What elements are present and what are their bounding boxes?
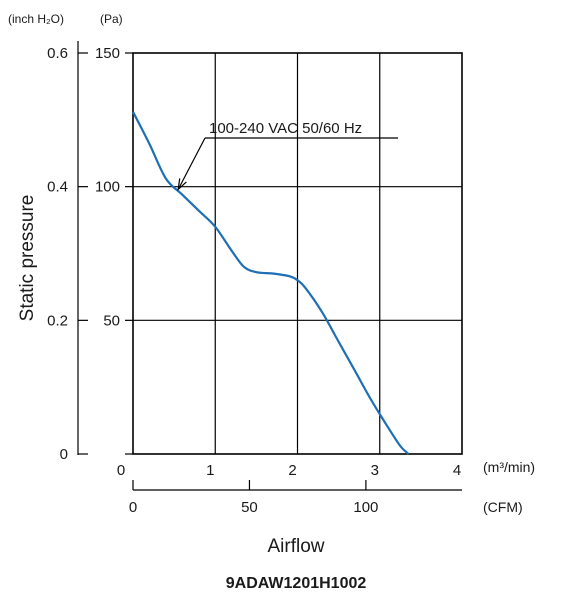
x-tick-label-cfm: 100 [353, 499, 378, 516]
x-tick-label-m3: 4 [453, 462, 461, 479]
x-tick-label-m3: 2 [288, 462, 296, 479]
x-tick-label-cfm: 50 [241, 499, 258, 516]
y-axis-label: Static pressure [17, 195, 38, 322]
x-tick-labels-cfm: 0 50 100 [129, 480, 378, 516]
y-tick-labels-inch: 0 0.2 0.4 0.6 [47, 45, 88, 463]
series-line [132, 111, 410, 455]
x-tick-labels-m3: 0 1 2 3 4 [117, 462, 461, 479]
y-unit-inch: (inch H₂O) [8, 12, 64, 26]
annotation-arrowhead [177, 178, 187, 191]
y-tick-label-inch: 0.4 [47, 179, 68, 196]
x-unit-m3: (m³/min) [483, 459, 535, 475]
y-tick-label-pa: 50 [103, 312, 120, 329]
annotation-leader-diagonal [177, 137, 206, 190]
y-tick-labels-pa: 50 100 150 [95, 45, 133, 455]
y-unit-pa: (Pa) [100, 12, 123, 26]
x-tick-label-m3: 3 [371, 462, 379, 479]
x-tick-label-m3: 0 [117, 462, 125, 479]
y-tick-label-inch: 0.2 [47, 312, 68, 329]
series-annotation: 100-240 VAC 50/60 Hz [177, 120, 398, 191]
x-unit-cfm: (CFM) [483, 499, 523, 515]
y-tick-label-inch: 0.6 [47, 45, 68, 62]
plot-frame [132, 52, 463, 455]
x-tick-label-m3: 1 [206, 462, 214, 479]
y-tick-label-pa: 100 [95, 179, 120, 196]
series-label: 100-240 VAC 50/60 Hz [209, 120, 362, 137]
y-tick-label-inch: 0 [60, 446, 68, 463]
plot-grid [133, 53, 462, 454]
x-axis-label: Airflow [267, 536, 324, 557]
model-label: 9ADAW1201H1002 [226, 575, 367, 592]
x-tick-label-cfm: 0 [129, 499, 137, 516]
y-tick-label-pa: 150 [95, 45, 120, 62]
series-layer [132, 111, 410, 455]
